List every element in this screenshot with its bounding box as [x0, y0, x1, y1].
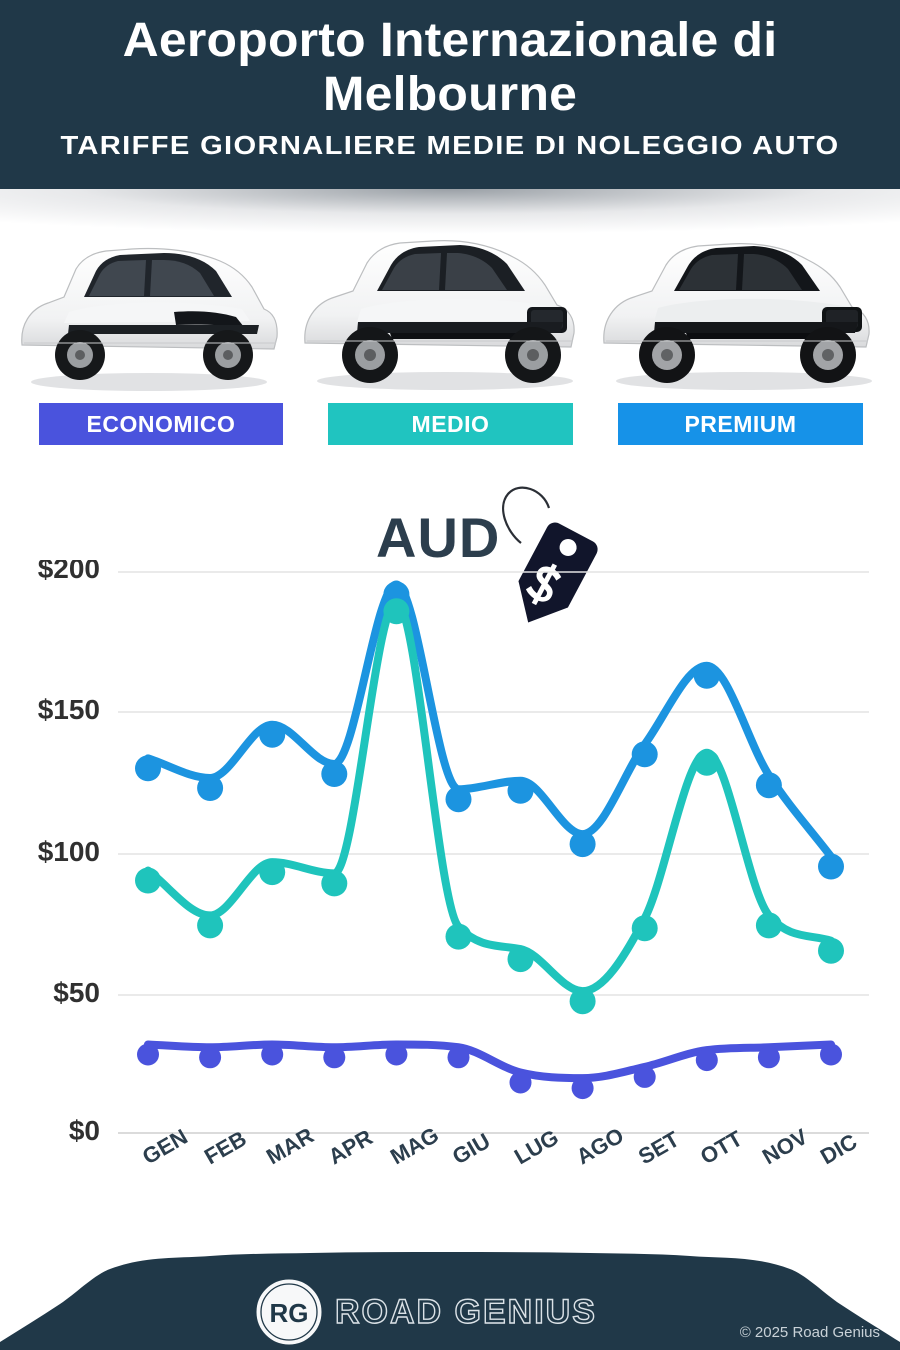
svg-text:RG: RG	[270, 1298, 309, 1328]
svg-text:MAG: MAG	[386, 1122, 443, 1169]
svg-text:MAR: MAR	[262, 1123, 318, 1170]
svg-text:$150: $150	[38, 694, 100, 725]
svg-text:$50: $50	[53, 977, 100, 1008]
svg-text:LUG: LUG	[510, 1124, 563, 1169]
svg-text:DIC: DIC	[816, 1129, 861, 1170]
svg-text:GIU: GIU	[448, 1128, 494, 1169]
svg-text:FEB: FEB	[200, 1126, 251, 1170]
svg-text:$0: $0	[69, 1115, 100, 1146]
svg-text:GEN: GEN	[138, 1124, 192, 1169]
svg-text:APR: APR	[324, 1124, 377, 1169]
svg-text:$200: $200	[38, 560, 100, 584]
svg-text:AGO: AGO	[572, 1123, 628, 1170]
svg-text:ROAD GENIUS: ROAD GENIUS	[335, 1293, 597, 1331]
svg-text:$100: $100	[38, 836, 100, 867]
svg-text:OTT: OTT	[696, 1125, 747, 1169]
svg-text:NOV: NOV	[758, 1124, 812, 1170]
